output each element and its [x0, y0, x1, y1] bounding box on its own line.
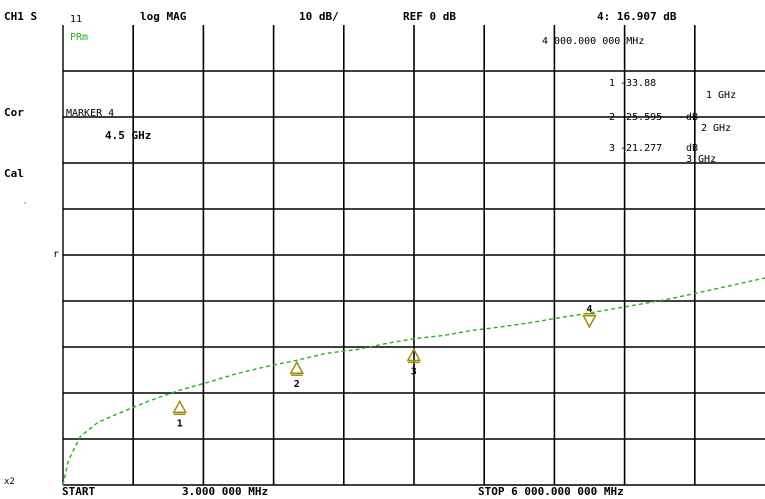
marker-row-1-value: -33.88	[620, 78, 657, 89]
cal-label: Cal	[4, 167, 24, 180]
marker-3-triangle	[406, 347, 422, 362]
marker-row-2-id: 2	[609, 112, 616, 123]
marker-box-label: MARKER 4	[66, 108, 115, 119]
active-marker-freq: 4 000.000 000 MHz	[542, 36, 645, 47]
ref-label: REF 0 dB	[403, 10, 456, 23]
stop-label: STOP 6 000.000 000 MHz	[478, 485, 624, 498]
start-value: 3.000 000 MHz	[182, 485, 269, 498]
trace-label: PRm	[70, 32, 89, 43]
marker-1-label: 1	[177, 418, 183, 429]
marker-row-3-id: 3	[609, 143, 616, 154]
marker-4: 4	[582, 304, 597, 329]
marker-row-3-value: -21.277	[620, 143, 663, 154]
marker-1-triangle	[172, 399, 187, 414]
marker-row-3-freq: 3 GHz	[686, 154, 717, 165]
scale-label: 10 dB/	[299, 10, 339, 23]
cor-label: Cor	[4, 106, 24, 119]
trace-line	[62, 277, 765, 486]
channel-label: CH1 S	[4, 10, 38, 23]
format-label: log MAG	[140, 10, 187, 23]
marker-row-1-freq: 1 GHz	[706, 90, 737, 101]
sweep-label: x2	[4, 477, 15, 487]
marker-row-1-id: 1	[609, 78, 616, 89]
marker-row-2-unit: dB	[686, 112, 699, 123]
marker-4-triangle	[582, 315, 597, 329]
ref-position-mark: r	[53, 249, 60, 260]
param-label: 11	[70, 14, 83, 25]
marker-3-label: 3	[411, 366, 417, 377]
marker-row-2-freq: 2 GHz	[701, 123, 732, 134]
marker-row-2-value: -25.595	[620, 112, 663, 123]
marker-2: 2	[289, 360, 305, 390]
marker-3: 3	[406, 347, 422, 377]
marker-1: 1	[172, 399, 187, 429]
active-marker-readout: 4: 16.907 dB	[597, 10, 677, 23]
graticule	[62, 25, 765, 486]
start-label: START	[62, 485, 96, 498]
marker-2-label: 2	[294, 379, 300, 390]
marker-box-freq: 4.5 GHz	[105, 129, 152, 142]
marker-row-3-unit: dB	[686, 143, 699, 154]
marker-2-triangle	[289, 360, 305, 374]
markers: 1 2 3 4	[172, 304, 597, 429]
marker-4-label: 4	[586, 304, 592, 315]
